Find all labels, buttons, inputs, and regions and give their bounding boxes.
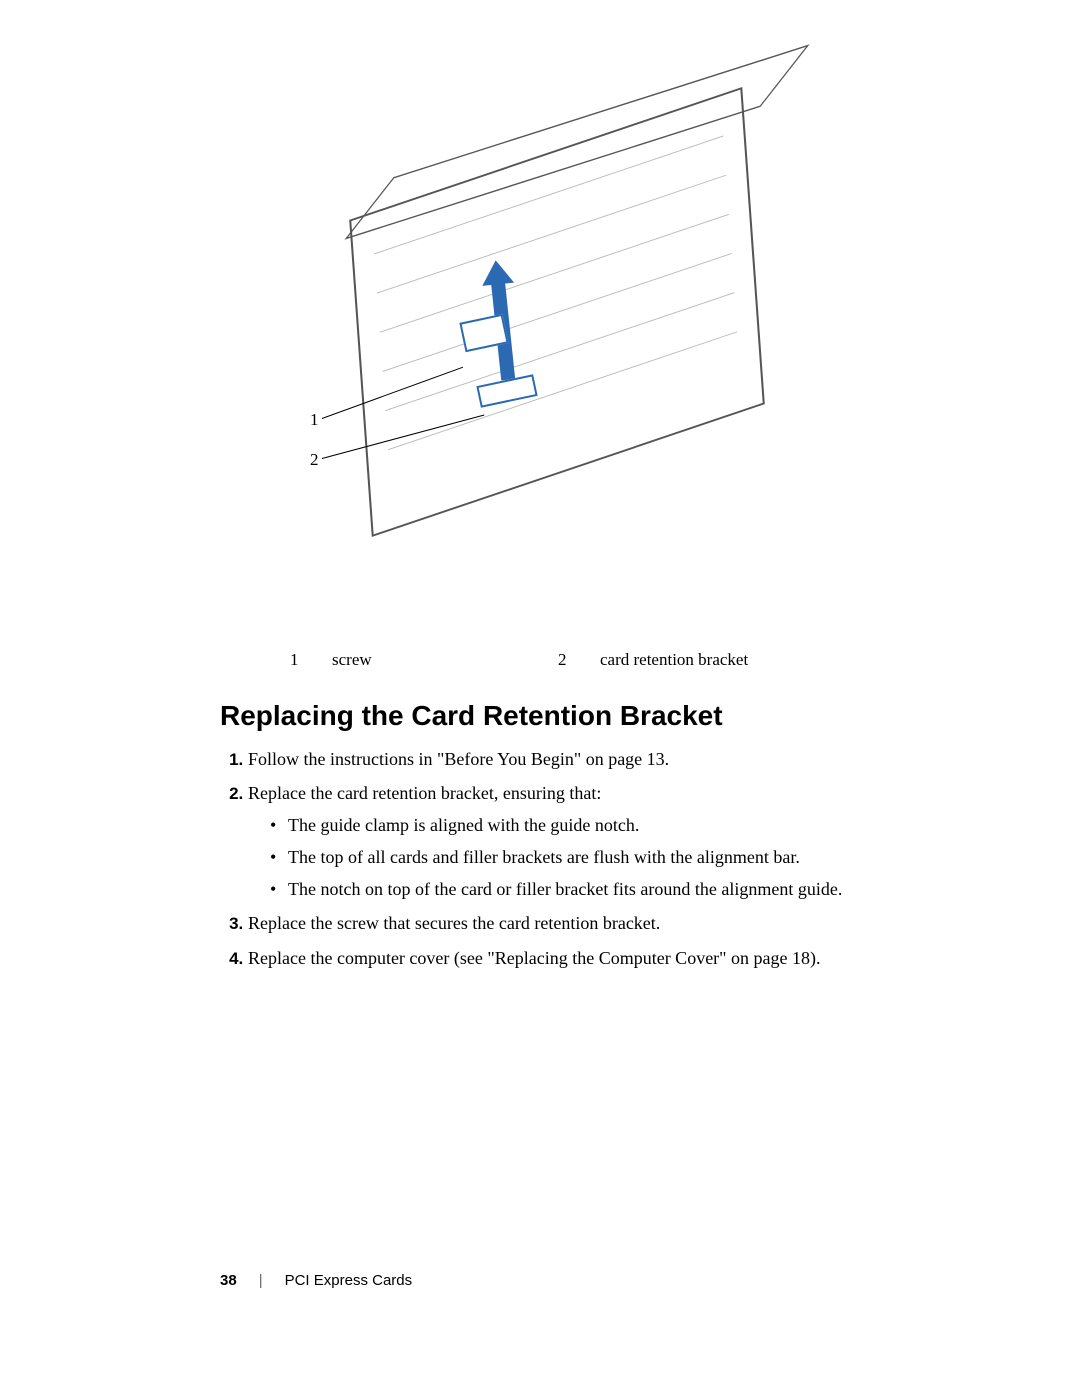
step-2-bullet-1: The guide clamp is aligned with the guid…: [270, 812, 920, 838]
step-2-bullet-2: The top of all cards and filler brackets…: [270, 844, 920, 870]
step-4-text: Replace the computer cover (see "Replaci…: [248, 948, 821, 968]
page: 1 2 1 screw 2 card retention bracket Rep…: [0, 0, 1080, 1397]
content-area: 1 2 1 screw 2 card retention bracket Rep…: [220, 130, 920, 979]
step-3-text: Replace the screw that secures the card …: [248, 913, 660, 933]
figure-legend: 1 screw 2 card retention bracket: [290, 650, 920, 670]
step-1: Follow the instructions in "Before You B…: [248, 746, 920, 772]
callout-number-1: 1: [310, 410, 319, 430]
step-2-bullet-3-text: The notch on top of the card or filler b…: [288, 879, 842, 899]
callout-number-2: 2: [310, 450, 319, 470]
step-1-text: Follow the instructions in "Before You B…: [248, 749, 669, 769]
figure-diagram: 1 2: [220, 130, 920, 610]
legend-num-1: 1: [290, 650, 306, 670]
step-2-bullets: The guide clamp is aligned with the guid…: [248, 812, 920, 902]
legend-label-2: card retention bracket: [600, 650, 800, 670]
section-heading: Replacing the Card Retention Bracket: [220, 700, 920, 732]
procedure-steps: Follow the instructions in "Before You B…: [220, 746, 920, 971]
step-2-bullet-3: The notch on top of the card or filler b…: [270, 876, 920, 902]
step-2-bullet-2-text: The top of all cards and filler brackets…: [288, 847, 800, 867]
step-2-bullet-1-text: The guide clamp is aligned with the guid…: [288, 815, 639, 835]
legend-num-2: 2: [558, 650, 574, 670]
footer-separator: |: [259, 1272, 263, 1289]
case-outline: [349, 87, 765, 537]
step-2: Replace the card retention bracket, ensu…: [248, 780, 920, 902]
page-footer: 38 | PCI Express Cards: [220, 1272, 412, 1289]
page-number: 38: [220, 1272, 237, 1289]
step-2-intro: Replace the card retention bracket, ensu…: [248, 783, 601, 803]
legend-label-1: screw: [332, 650, 532, 670]
step-4: Replace the computer cover (see "Replaci…: [248, 945, 920, 971]
step-3: Replace the screw that secures the card …: [248, 910, 920, 936]
footer-section-title: PCI Express Cards: [285, 1272, 413, 1289]
